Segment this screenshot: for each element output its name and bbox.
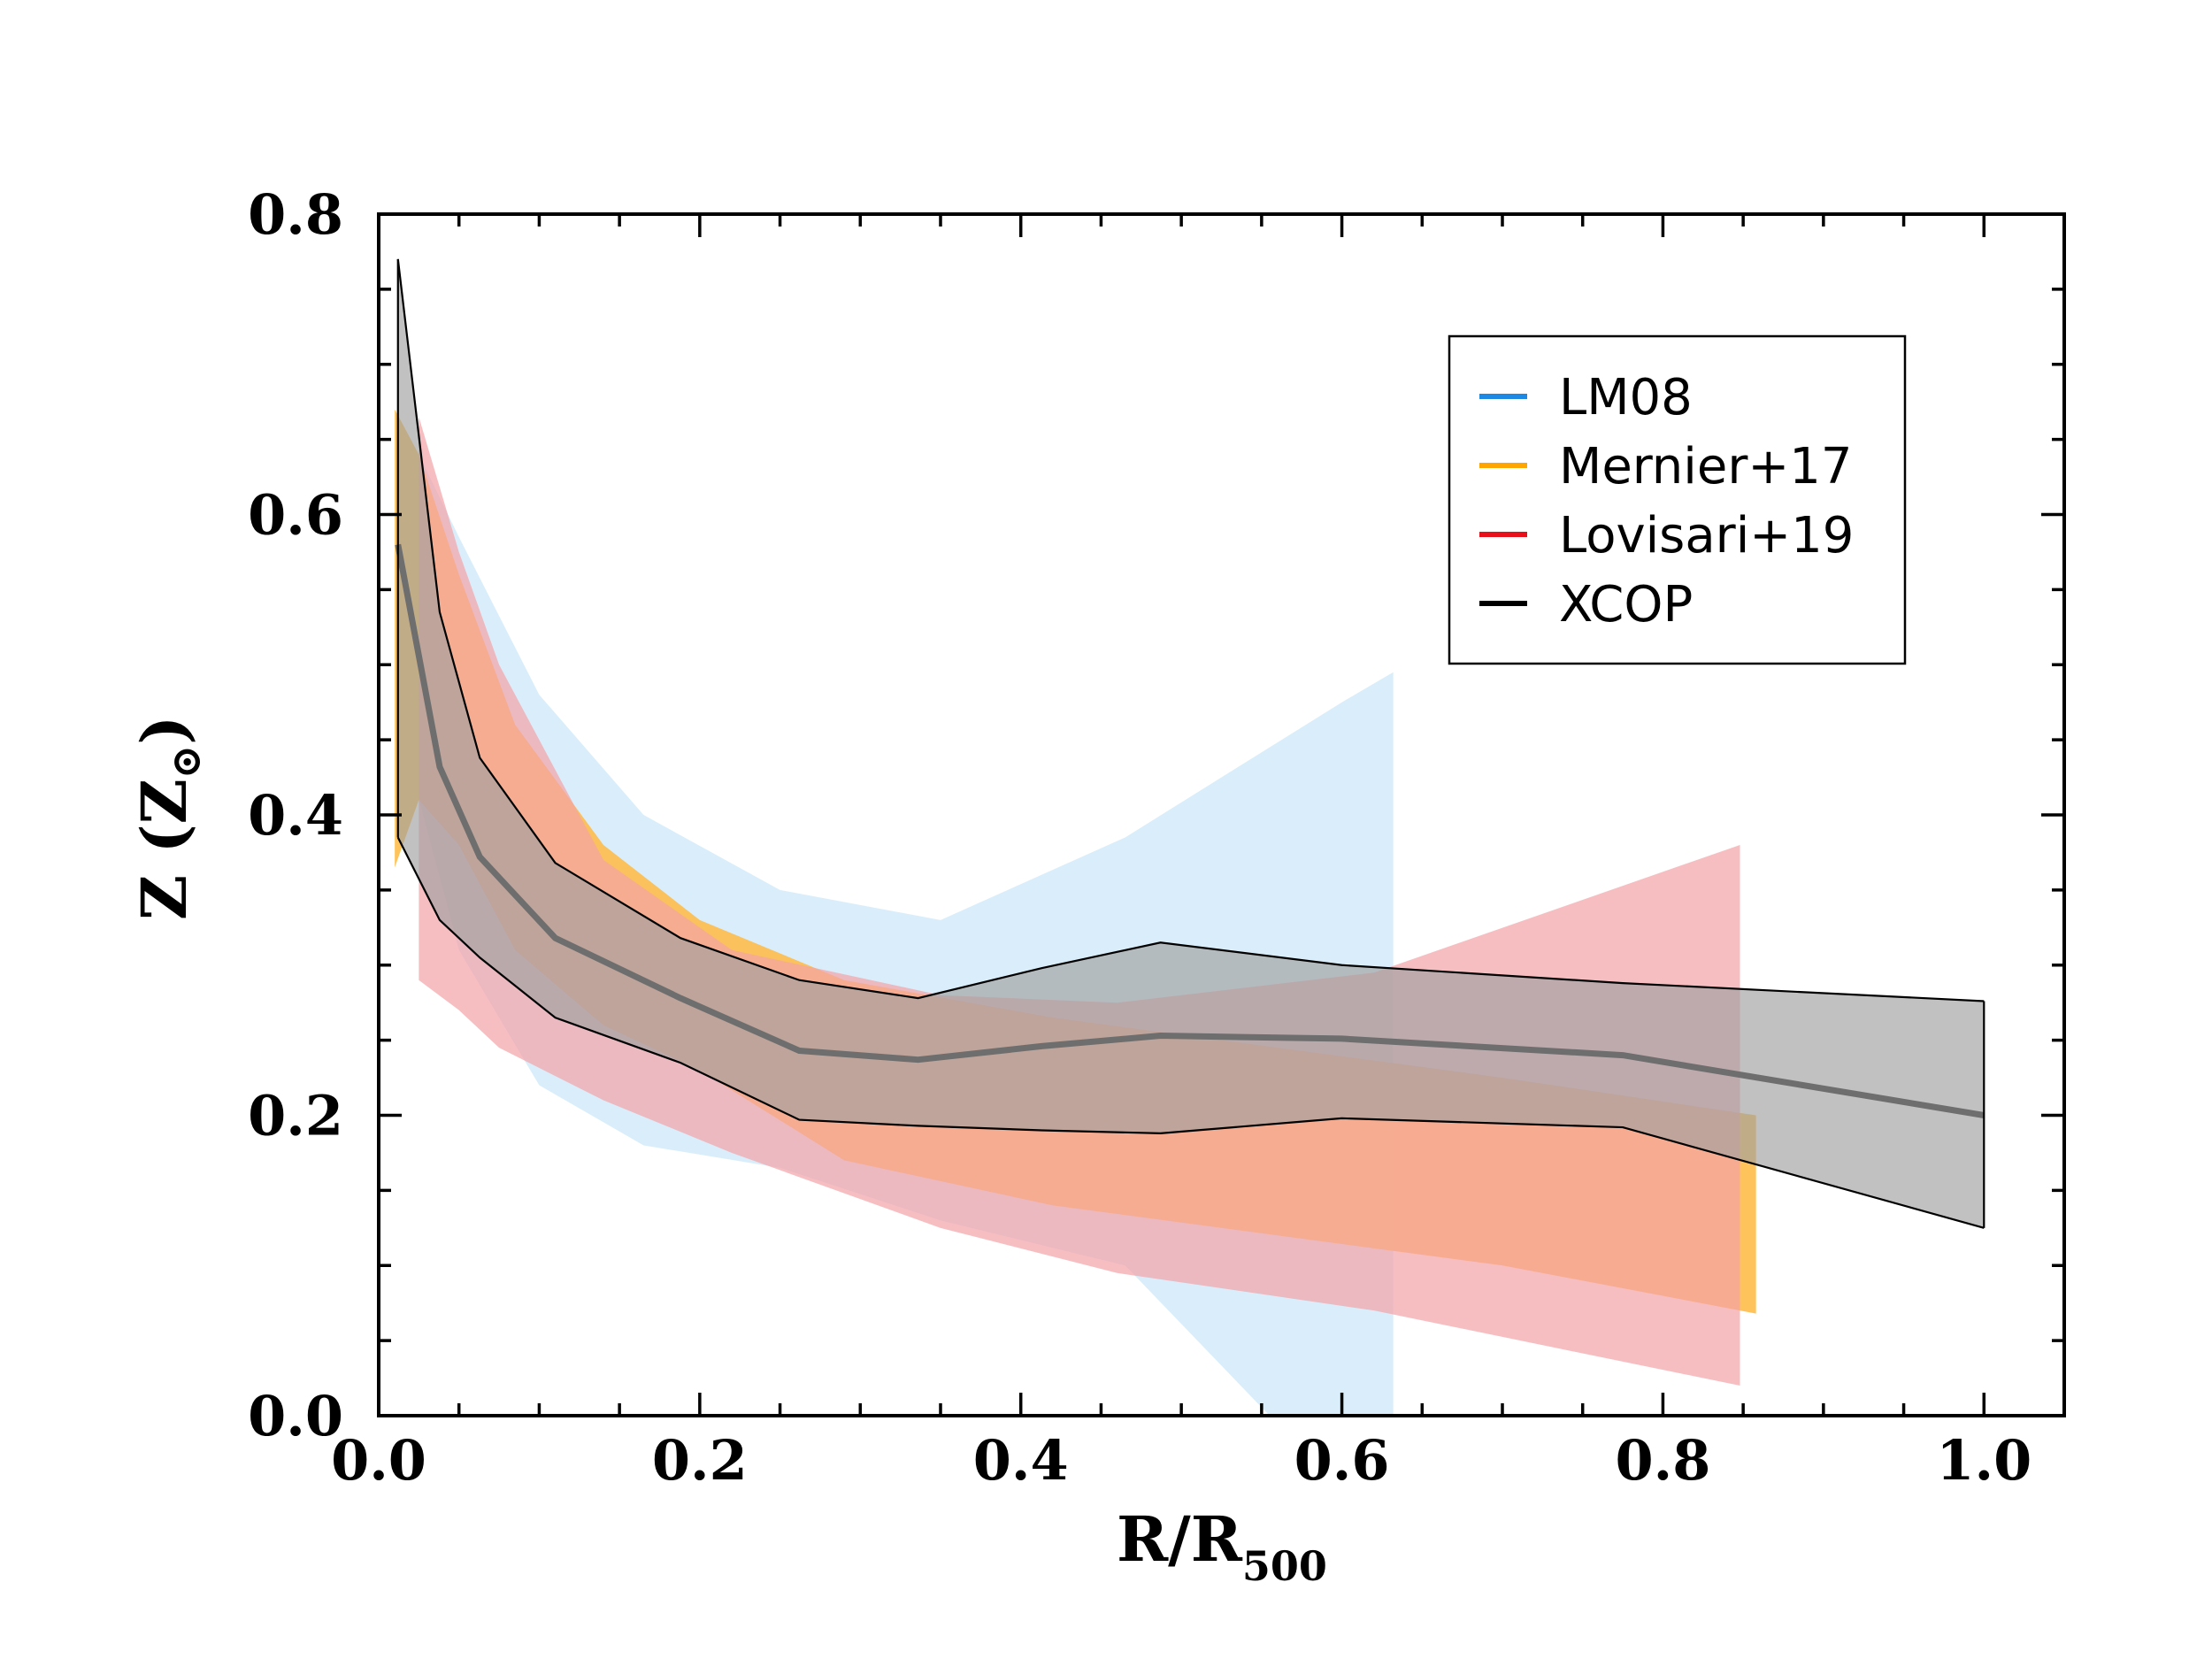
- legend-label-lm08: LM08: [1559, 369, 1693, 426]
- y-axis-label: Z (Z⊙): [127, 716, 210, 920]
- x-tick-label: 0.8: [1615, 1428, 1710, 1493]
- x-tick-label: 0.4: [973, 1428, 1069, 1493]
- x-tick-label: 1.0: [1936, 1428, 2032, 1493]
- x-tick-label: 0.0: [331, 1428, 426, 1493]
- y-axis-label-symbol: ⊙: [162, 745, 210, 780]
- xcop-upper-line: [396, 258, 1985, 1002]
- xcop-lower-line: [396, 836, 1985, 1229]
- tick-labels: 0.0 0.2 0.4 0.6 0.8 1.0 0.0 0.2 0.4 0.6 0.8: [248, 182, 2032, 1493]
- x-tick-label: 0.6: [1294, 1428, 1390, 1493]
- legend-box: [1448, 334, 1907, 665]
- y-tick-label: 0.0: [248, 1384, 343, 1448]
- y-tick-label: 0.8: [248, 182, 343, 247]
- data-bands: [395, 258, 1985, 1416]
- x-axis-label: R/R500: [1117, 1502, 1327, 1590]
- band-lovisari-19: [419, 417, 1740, 1386]
- x-axis-label-subscript: 500: [1242, 1542, 1327, 1590]
- band-xcop: [397, 258, 1985, 1228]
- x-axis-label-main: R/R: [1117, 1502, 1243, 1576]
- y-tick-label: 0.4: [248, 783, 343, 848]
- y-tick-label: 0.2: [248, 1084, 343, 1148]
- legend-label-mernier-17: Mernier+17: [1559, 438, 1853, 495]
- y-axis-label-main: Z (Z: [127, 779, 201, 920]
- x-tick-label: 0.2: [652, 1428, 748, 1493]
- xcop-median-line: [395, 543, 1985, 1118]
- legend-label-xcop: XCOP: [1559, 576, 1693, 634]
- xcop-lines: [395, 258, 1985, 1229]
- y-axis-label-close: ): [127, 716, 201, 745]
- legend-label-lovisari-19: Lovisari+19: [1559, 507, 1854, 565]
- legend: LM08 Mernier+17 Lovisari+19 XCOP: [1448, 334, 1907, 665]
- y-tick-label: 0.6: [248, 483, 343, 548]
- plot-frame: [377, 212, 2066, 1417]
- legend-entries: LM08 Mernier+17 Lovisari+19 XCOP: [1479, 369, 1854, 634]
